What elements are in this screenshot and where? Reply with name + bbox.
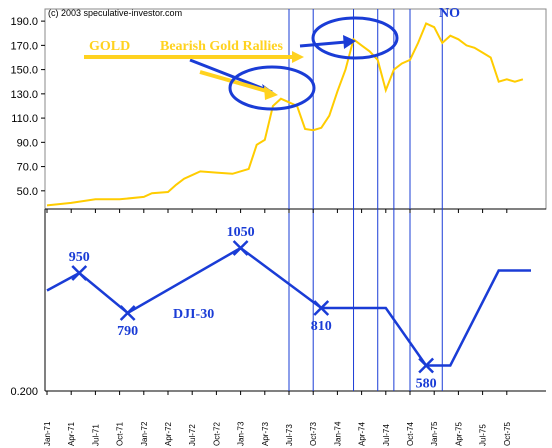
x-tick-label: Apr-75 [454,421,463,446]
dji-value-label: 580 [416,377,437,392]
bearish-label: Bearish Gold Rallies [160,39,283,54]
dji-line [46,246,531,367]
dji-value-label: 1050 [227,225,255,240]
x-tick-label: Jan-73 [237,421,246,446]
x-tick-label: Jul-71 [91,424,100,446]
bearish-arrowhead-second-rally [343,35,356,49]
upper-y-tick-label: 50.0 [17,186,38,198]
x-tick-label: Oct-72 [212,421,221,446]
gold-label: GOLD [89,39,130,54]
dji-cross-mark [232,240,249,256]
dji-value-label: 950 [69,250,90,265]
dji-cross-mark [418,357,435,374]
x-tick-label: Jan-75 [430,421,439,446]
x-tick-label: Jul-74 [382,424,391,446]
first-rally-circle [228,65,316,111]
upper-y-tick-label: 130.0 [10,89,38,101]
dji-cross-mark [313,300,330,316]
x-tick-label: Apr-71 [67,421,76,446]
upper-y-tick-label: 90.0 [17,137,38,149]
lower-y-tick-label: 0.200 [10,386,38,398]
x-tick-label: Oct-75 [503,421,512,446]
gold-price-line [46,22,524,207]
upper-y-tick-label: 150.0 [10,65,38,77]
x-tick-label: Jan-72 [140,421,149,446]
bearish-arrow-first-rally [199,70,271,94]
upper-y-tick-label: 110.0 [11,113,38,125]
upper-y-axis: 190.0 170.0 150.0 130.0 110.0 90.0 70.0 50.0 [10,16,45,198]
dji-cross-mark [119,305,136,321]
x-tick-label: Apr-73 [261,421,270,446]
dji-cross-mark [71,265,88,281]
x-tick-label: Apr-72 [164,421,173,446]
x-tick-label: Oct-73 [309,421,318,446]
x-axis: Jan-71 Apr-71 Jul-71 Oct-71 Jan-72 Apr-72 Jul-… [43,209,512,446]
x-tick-label: Jul-73 [285,424,294,446]
upper-y-tick-label: 70.0 [17,162,38,174]
copyright-text: (c) 2003 speculative-investor.com [48,8,182,18]
upper-y-tick-label: 170.0 [10,40,38,52]
dji-value-label: 790 [117,324,138,339]
dji-label: DJI-30 [173,307,214,322]
bearish-arrows [84,35,356,100]
bearish-arrowhead-first-rally [264,86,278,100]
lower-y-axis: 0.200 [10,386,38,398]
x-tick-label: Jul-75 [479,424,488,446]
bearish-arrow-second-rally [299,40,347,48]
vertical-lines [288,9,443,391]
second-rally-circle [311,16,399,60]
x-tick-label: Apr-74 [358,421,367,446]
x-tick-label: Jan-71 [43,421,52,446]
dji-value-label: 810 [311,319,332,334]
upper-gold-series [46,22,524,207]
dji-series: 950 790 1050 810 580 [46,225,531,392]
x-tick-label: Jul-72 [188,424,197,446]
gold-label-underline-arrowhead [292,51,304,63]
no-label: NO [439,6,460,21]
x-tick-label: Oct-74 [406,421,415,446]
upper-y-tick-label: 190.0 [10,16,38,28]
x-tick-label: Jan-74 [333,421,342,446]
x-tick-label: Oct-71 [116,421,125,446]
